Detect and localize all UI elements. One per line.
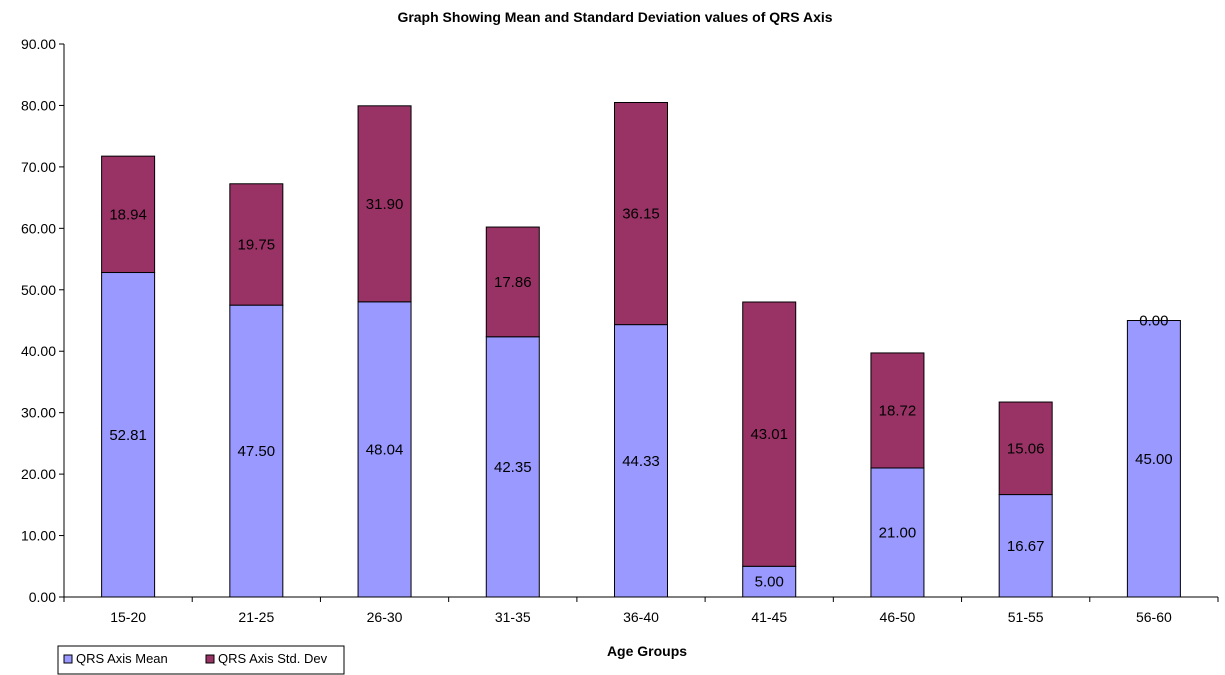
data-label-std-dev: 15.06 [1007, 440, 1045, 457]
legend-swatch [63, 654, 73, 664]
bar-std-dev-46-50 [870, 352, 925, 469]
legend-label: QRS Axis Mean [76, 651, 168, 666]
data-label-mean: 47.50 [238, 443, 276, 460]
bar-mean-51-55 [998, 494, 1053, 598]
x-tick-label: 26-30 [367, 609, 403, 625]
x-tick-label: 31-35 [495, 609, 531, 625]
x-axis-title: Age Groups [607, 643, 687, 659]
x-tick-label: 15-20 [110, 609, 146, 625]
data-label-mean: 16.67 [1007, 538, 1045, 555]
data-label-std-dev: 17.86 [494, 274, 532, 291]
x-tick-label: 56-60 [1136, 609, 1172, 625]
data-label-std-dev: 36.15 [622, 206, 660, 223]
x-tick-label: 41-45 [751, 609, 787, 625]
x-tick-label: 46-50 [880, 609, 916, 625]
x-tick-label: 36-40 [623, 609, 659, 625]
bar-std-dev-31-35 [485, 226, 540, 338]
bar-mean-41-45 [742, 565, 797, 598]
data-label-mean: 42.35 [494, 459, 532, 476]
legend-box [57, 645, 345, 675]
y-tick-label: 10.00 [21, 528, 56, 544]
data-label-std-dev: 18.94 [109, 206, 147, 223]
data-label-std-dev: 43.01 [750, 426, 788, 443]
bar-std-dev-26-30 [357, 105, 412, 303]
y-tick-label: 20.00 [21, 466, 56, 482]
y-tick-label: 70.00 [21, 159, 56, 175]
y-tick-label: 40.00 [21, 343, 56, 359]
bar-mean-56-60 [1126, 320, 1181, 598]
bar-mean-15-20 [101, 272, 156, 598]
y-tick-label: 80.00 [21, 97, 56, 113]
bar-std-dev-21-25 [229, 183, 284, 306]
bar-mean-21-25 [229, 304, 284, 598]
bar-std-dev-36-40 [614, 101, 668, 326]
bar-mean-36-40 [614, 324, 668, 598]
x-tick-label: 51-55 [1008, 609, 1044, 625]
bar-mean-26-30 [357, 301, 412, 598]
bar-std-dev-15-20 [101, 155, 156, 274]
legend-swatch [205, 654, 215, 664]
chart-title: Graph Showing Mean and Standard Deviatio… [397, 9, 832, 25]
data-label-std-dev: 19.75 [238, 236, 276, 253]
x-tick-label: 21-25 [238, 609, 274, 625]
bar-std-dev-41-45 [742, 301, 797, 567]
data-label-mean: 44.33 [622, 453, 660, 470]
data-label-mean: 5.00 [755, 574, 784, 591]
plot-area: 0.00 10.00 20.00 30.00 40.00 50.00 60.00 70.00 8… [21, 36, 1219, 625]
data-label-std-dev: 31.90 [366, 196, 404, 213]
data-label-mean: 48.04 [366, 441, 404, 458]
y-tick-label: 60.00 [21, 220, 56, 236]
data-label-std-dev: 0.00 [1139, 313, 1168, 330]
data-label-std-dev: 18.72 [879, 402, 917, 419]
bar-std-dev-51-55 [998, 401, 1053, 496]
y-tick-label: 50.00 [21, 282, 56, 298]
bar-mean-31-35 [485, 336, 540, 598]
legend-label: QRS Axis Std. Dev [218, 651, 328, 666]
data-label-mean: 21.00 [879, 524, 917, 541]
data-label-mean: 52.81 [109, 427, 147, 444]
bar-mean-46-50 [870, 467, 925, 598]
y-tick-label: 30.00 [21, 405, 56, 421]
y-tick-label: 0.00 [29, 589, 56, 605]
legend: QRS Axis Mean QRS Axis Std. Dev [57, 645, 345, 675]
y-tick-label: 90.00 [21, 36, 56, 52]
data-label-mean: 45.00 [1135, 451, 1173, 468]
